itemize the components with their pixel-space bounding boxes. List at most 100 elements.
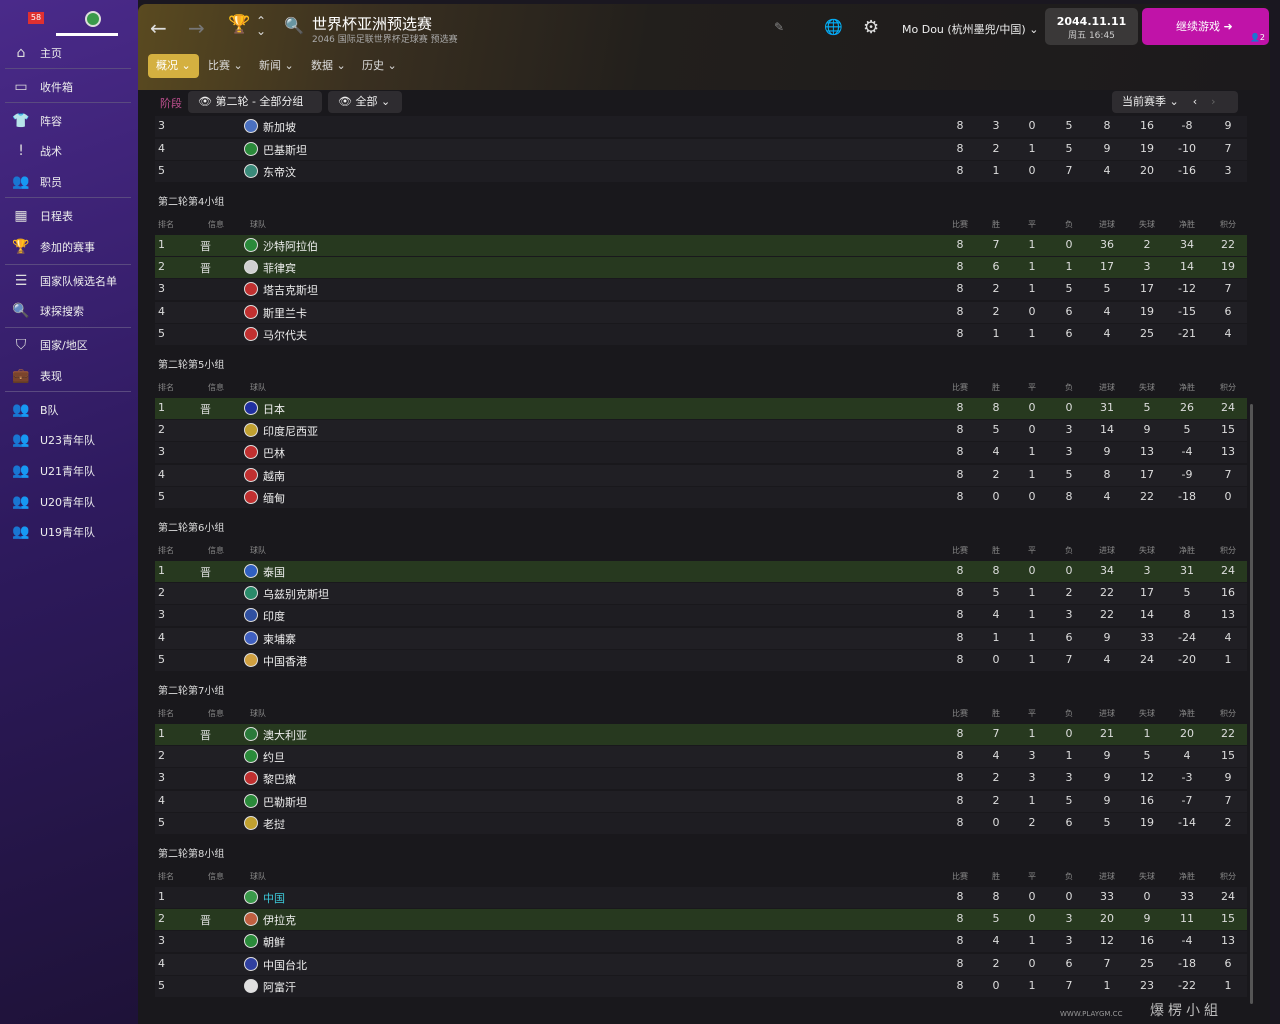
table-row[interactable]: 4 越南 8 2 1 5 8 17 -9 7 — [155, 464, 1247, 486]
column-header[interactable]: 进球 — [1099, 383, 1115, 392]
globe-icon[interactable]: 🌐 — [824, 18, 843, 36]
back-arrow-icon[interactable]: ← — [150, 16, 167, 40]
table-row[interactable]: 3 朝鲜 8 4 1 3 12 16 -4 13 — [155, 931, 1247, 953]
sidebar-item[interactable]: ▦ 日程表 — [0, 204, 138, 228]
column-header[interactable]: 积分 — [1220, 872, 1236, 881]
tab[interactable]: 概况 ⌄ — [148, 54, 199, 78]
team-name[interactable]: 阿富汗 — [263, 980, 296, 994]
sidebar-item[interactable]: 👕 阵容 — [0, 109, 138, 133]
sidebar-item[interactable]: 🔍 球探搜索 — [0, 299, 138, 323]
sidebar-item[interactable]: ▭ 收件箱 — [0, 75, 138, 99]
table-row[interactable]: 3 塔吉克斯坦 8 2 1 5 5 17 -12 7 — [155, 279, 1247, 301]
column-header[interactable]: 进球 — [1099, 872, 1115, 881]
column-header[interactable]: 平 — [1028, 220, 1036, 229]
table-row[interactable]: 3 新加坡 8 3 0 5 8 16 -8 9 — [155, 116, 1247, 138]
table-row[interactable]: 3 黎巴嫩 8 2 3 3 9 12 -3 9 — [155, 768, 1247, 790]
column-header[interactable]: 胜 — [992, 546, 1000, 555]
column-header[interactable]: 失球 — [1139, 709, 1155, 718]
team-name[interactable]: 缅甸 — [263, 491, 285, 505]
column-header[interactable]: 平 — [1028, 383, 1036, 392]
column-header[interactable]: 球队 — [250, 709, 266, 718]
column-header[interactable]: 排名 — [158, 709, 174, 718]
team-name[interactable]: 黎巴嫩 — [263, 773, 296, 787]
team-name[interactable]: 印度 — [263, 610, 285, 624]
table-row[interactable]: 5 中国香港 8 0 1 7 4 24 -20 1 — [155, 649, 1247, 671]
column-header[interactable]: 平 — [1028, 872, 1036, 881]
forward-arrow-icon[interactable]: → — [188, 16, 205, 40]
edit-icon[interactable]: ✎ — [774, 20, 785, 34]
column-header[interactable]: 比赛 — [952, 546, 968, 555]
column-header[interactable]: 失球 — [1139, 383, 1155, 392]
team-name[interactable]: 朝鲜 — [263, 936, 285, 950]
team-name[interactable]: 巴勒斯坦 — [263, 795, 307, 809]
sidebar-item[interactable]: ☰ 国家队候选名单 — [0, 269, 138, 293]
sidebar-item[interactable]: ⛉ 国家/地区 — [0, 333, 138, 357]
team-name[interactable]: 澳大利亚 — [263, 729, 307, 742]
column-header[interactable]: 胜 — [992, 220, 1000, 229]
date-display[interactable]: 2044.11.11 周五 16:45 — [1045, 8, 1138, 45]
table-row[interactable]: 5 马尔代夫 8 1 1 6 4 25 -21 4 — [155, 323, 1247, 345]
table-row[interactable]: 5 阿富汗 8 0 1 7 1 23 -22 1 — [155, 975, 1247, 997]
up-down-chevron-icon[interactable]: ⌃ ⌄ — [256, 14, 267, 38]
team-name[interactable]: 菲律宾 — [263, 262, 296, 276]
column-header[interactable]: 进球 — [1099, 709, 1115, 718]
column-header[interactable]: 信息 — [208, 383, 224, 392]
tab[interactable]: 比赛 ⌄ — [208, 59, 243, 72]
column-header[interactable]: 负 — [1065, 546, 1073, 555]
team-name[interactable]: 印度尼西亚 — [263, 425, 318, 439]
column-header[interactable]: 比赛 — [952, 383, 968, 392]
table-row[interactable]: 1 晋 泰国 8 8 0 0 34 3 31 24 — [155, 561, 1247, 582]
column-header[interactable]: 积分 — [1220, 383, 1236, 392]
team-name[interactable]: 斯里兰卡 — [263, 306, 307, 320]
sidebar-item[interactable]: ⌂ 主页 — [0, 41, 138, 65]
column-header[interactable]: 信息 — [208, 220, 224, 229]
team-name[interactable]: 巴基斯坦 — [263, 143, 307, 157]
sidebar-item[interactable]: 👥 U23青年队 — [0, 428, 138, 452]
sidebar-item[interactable]: 👥 U20青年队 — [0, 490, 138, 514]
sidebar-item[interactable]: 👥 U19青年队 — [0, 520, 138, 544]
column-header[interactable]: 积分 — [1220, 220, 1236, 229]
column-header[interactable]: 比赛 — [952, 220, 968, 229]
team-name[interactable]: 巴林 — [263, 447, 285, 461]
column-header[interactable]: 球队 — [250, 872, 266, 881]
table-row[interactable]: 5 东帝汶 8 1 0 7 4 20 -16 3 — [155, 160, 1247, 182]
scrollbar[interactable] — [1250, 404, 1253, 1004]
table-row[interactable]: 3 印度 8 4 1 3 22 14 8 13 — [155, 605, 1247, 627]
table-row[interactable]: 2 乌兹别克斯坦 8 5 1 2 22 17 5 16 — [155, 583, 1247, 605]
column-header[interactable]: 失球 — [1139, 220, 1155, 229]
column-header[interactable]: 净胜 — [1179, 220, 1195, 229]
column-header[interactable]: 排名 — [158, 546, 174, 555]
column-header[interactable]: 信息 — [208, 546, 224, 555]
column-header[interactable]: 失球 — [1139, 872, 1155, 881]
column-header[interactable]: 进球 — [1099, 546, 1115, 555]
table-row[interactable]: 2 约旦 8 4 3 1 9 5 4 15 — [155, 746, 1247, 768]
column-header[interactable]: 负 — [1065, 383, 1073, 392]
column-header[interactable]: 进球 — [1099, 220, 1115, 229]
table-row[interactable]: 2 晋 菲律宾 8 6 1 1 17 3 14 19 — [155, 257, 1247, 279]
tab[interactable]: 新闻 ⌄ — [259, 59, 294, 72]
column-header[interactable]: 信息 — [208, 872, 224, 881]
table-row[interactable]: 1 中国 8 8 0 0 33 0 33 24 — [155, 887, 1247, 908]
column-header[interactable]: 积分 — [1220, 546, 1236, 555]
table-row[interactable]: 1 晋 沙特阿拉伯 8 7 1 0 36 2 34 22 — [155, 235, 1247, 256]
column-header[interactable]: 排名 — [158, 220, 174, 229]
sidebar-item[interactable]: 👥 U21青年队 — [0, 459, 138, 483]
search-icon[interactable]: 🔍 — [284, 16, 304, 35]
table-row[interactable]: 2 印度尼西亚 8 5 0 3 14 9 5 15 — [155, 420, 1247, 442]
table-row[interactable]: 2 晋 伊拉克 8 5 0 3 20 9 11 15 — [155, 909, 1247, 931]
column-header[interactable]: 平 — [1028, 709, 1036, 718]
sidebar-item[interactable]: ! 战术 — [0, 139, 138, 163]
table-row[interactable]: 3 巴林 8 4 1 3 9 13 -4 13 — [155, 442, 1247, 464]
table-row[interactable]: 4 巴勒斯坦 8 2 1 5 9 16 -7 7 — [155, 790, 1247, 812]
column-header[interactable]: 球队 — [250, 383, 266, 392]
table-row[interactable]: 1 晋 日本 8 8 0 0 31 5 26 24 — [155, 398, 1247, 419]
column-header[interactable]: 球队 — [250, 546, 266, 555]
table-row[interactable]: 4 中国台北 8 2 0 6 7 25 -18 6 — [155, 953, 1247, 975]
table-row[interactable]: 4 柬埔寨 8 1 1 6 9 33 -24 4 — [155, 627, 1247, 649]
column-header[interactable]: 净胜 — [1179, 383, 1195, 392]
table-row[interactable]: 5 老挝 8 0 2 6 5 19 -14 2 — [155, 812, 1247, 834]
column-header[interactable]: 信息 — [208, 709, 224, 718]
manager-menu[interactable]: Mo Dou (杭州墨兜/中国) ⌄ — [902, 21, 1038, 37]
column-header[interactable]: 净胜 — [1179, 872, 1195, 881]
season-dropdown[interactable]: 当前赛季 ⌄ ‹ › — [1112, 91, 1238, 113]
